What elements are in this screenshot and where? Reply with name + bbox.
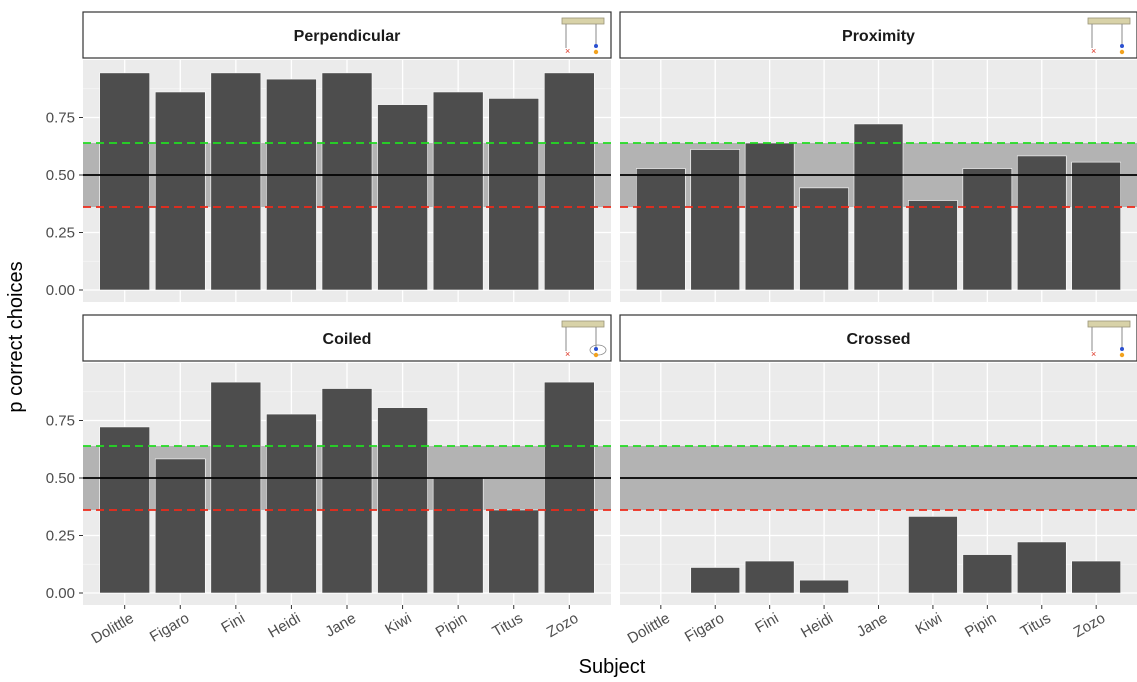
bar-heidi [799,579,849,594]
facet-title: Proximity [842,28,915,45]
x-tick-label: Pipin [433,610,470,641]
x-tick-label: Titus [1018,610,1054,641]
apparatus-coiled-icon: × [560,318,607,359]
x-tick-label: Jane [854,610,891,641]
x-tick-label: Fini [218,610,247,637]
apparatus-proximity-icon: × [1086,15,1132,56]
bar-fini [210,72,262,291]
bar-figaro [154,458,206,594]
bar-titus [488,509,540,594]
x-tick-label: Pipin [962,610,999,641]
y-tick-label: 0.50 [46,167,75,184]
x-tick-label: Jane [322,610,359,641]
bar-titus [488,98,540,291]
bar-jane [321,388,373,594]
bar-fini [210,381,262,594]
x-tick-label: Heidi [265,610,303,642]
svg-text:×: × [1091,349,1096,359]
bar-kiwi [908,516,958,594]
facet-strip [619,11,1137,59]
svg-text:×: × [565,349,570,359]
facet-panel-coiled: Coiled × 0.00 0.25 0.50 0.75 Dolittle Figaro Fin… [46,314,612,648]
bar-dolittle [99,72,150,291]
bar-titus [1016,541,1067,594]
x-tick-label: Kiwi [382,610,414,638]
x-tick-label: Zozo [544,610,581,641]
svg-text:×: × [1091,46,1096,56]
facet-title: Coiled [323,331,372,348]
y-axis-title: p correct choices [5,261,27,412]
bar-kiwi [377,104,428,291]
bar-dolittle [636,168,686,291]
x-tick-label: Fini [752,610,781,637]
x-axis-title: Subject [579,656,646,678]
y-tick-label: 0.25 [46,528,75,545]
bar-heidi [799,187,849,291]
bar-pipin [962,168,1013,291]
x-tick-label: Dolittle [625,610,673,648]
y-tick-label: 0.00 [46,282,75,299]
y-tick-label: 0.75 [46,413,75,430]
y-tick-label: 0.25 [46,225,75,242]
apparatus-perpendicular-icon: × [560,15,606,56]
bar-zozo [1071,560,1121,594]
svg-text:×: × [565,46,570,56]
facet-title: Crossed [846,331,910,348]
facet-strip [82,11,612,59]
bar-jane [321,72,373,291]
bar-fini [744,560,795,594]
y-tick-label: 0.50 [46,470,75,487]
bar-pipin [962,554,1013,594]
bar-pipin [432,477,484,594]
bar-figaro [690,567,741,594]
apparatus-crossed-icon: × [1086,318,1132,359]
y-tick-label: 0.75 [46,110,75,127]
bar-figaro [154,91,206,291]
x-tick-label: Kiwi [913,610,945,638]
bar-titus [1016,155,1067,291]
bar-zozo [1071,161,1121,291]
bar-heidi [266,413,317,594]
bar-fini [744,142,795,291]
bar-kiwi [377,407,428,594]
x-tick-label: Dolittle [88,610,136,648]
bar-heidi [266,78,317,291]
facet-strip [619,314,1137,362]
bar-zozo [544,72,595,291]
facet-title: Perpendicular [294,28,401,45]
x-tick-label: Figaro [682,610,727,646]
facet-panel-crossed: Crossed × Dolittle Figaro Fini Heidi Jane Kiwi P… [619,314,1137,648]
facet-panel-proximity: Proximity × [619,11,1137,302]
bar-figaro [690,149,741,291]
facet-strip [82,314,612,362]
bar-kiwi [908,200,958,291]
x-tick-label: Figaro [147,610,192,646]
x-tick-label: Titus [490,610,526,641]
facet-panel-perpendicular: Perpendicular × 0.00 0.25 0.50 0.75 [46,11,612,302]
bar-zozo [544,381,595,594]
x-tick-label: Zozo [1071,610,1108,641]
bar-pipin [432,91,484,291]
y-tick-label: 0.00 [46,585,75,602]
x-tick-label: Heidi [798,610,836,642]
